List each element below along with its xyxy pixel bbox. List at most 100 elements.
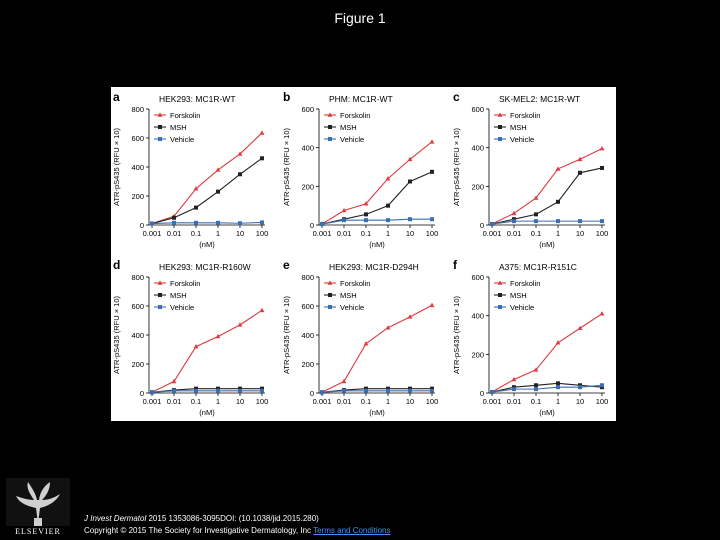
legend-label: MSH xyxy=(510,123,527,132)
legend-label: MSH xyxy=(170,123,187,132)
y-tick-label: 200 xyxy=(131,360,144,369)
series-line-msh xyxy=(491,382,603,393)
journal-name: J Invest Dermatol xyxy=(84,514,147,523)
data-point-msh xyxy=(238,172,242,177)
legend-marker xyxy=(158,305,162,309)
citation-line: J Invest Dermatol 2015 1353086-3095DOI: … xyxy=(84,513,391,525)
data-point-msh xyxy=(430,386,434,391)
data-point-vehicle xyxy=(386,388,390,393)
x-tick-label: 0.01 xyxy=(337,229,352,238)
data-point-vehicle xyxy=(600,219,604,224)
y-tick-label: 400 xyxy=(301,144,314,153)
data-point-vehicle xyxy=(430,217,434,222)
panel-title: SK-MEL2: MC1R-WT xyxy=(499,94,580,104)
data-point-msh xyxy=(556,381,560,386)
data-point-msh xyxy=(216,189,220,194)
series-line-vehicle xyxy=(321,390,432,393)
data-point-vehicle xyxy=(238,221,242,226)
x-tick-label: 0.001 xyxy=(313,397,332,406)
legend-marker xyxy=(328,293,332,297)
panel-letter: a xyxy=(113,90,120,104)
data-point-vehicle xyxy=(534,387,538,392)
x-tick-label: 100 xyxy=(596,229,609,238)
data-point-msh xyxy=(260,156,264,161)
y-tick-label: 400 xyxy=(131,163,144,172)
y-tick-label: 600 xyxy=(301,105,314,114)
data-point-vehicle xyxy=(556,219,560,224)
data-point-forskolin xyxy=(577,156,583,162)
series-line-forskolin xyxy=(321,304,433,393)
y-tick-label: 600 xyxy=(131,302,144,311)
data-point-vehicle xyxy=(364,218,368,223)
series-line-forskolin xyxy=(491,148,603,225)
data-point-vehicle xyxy=(342,388,346,393)
panel-letter: d xyxy=(113,258,120,272)
data-point-forskolin xyxy=(171,378,177,384)
legend-label: Forskolin xyxy=(510,111,540,120)
data-point-vehicle xyxy=(194,220,198,225)
x-tick-label: 0.001 xyxy=(143,397,162,406)
terms-link[interactable]: Terms and Conditions xyxy=(313,526,391,535)
data-point-vehicle xyxy=(320,390,324,395)
data-point-forskolin xyxy=(429,139,435,144)
legend-label: Vehicle xyxy=(510,135,534,144)
data-point-vehicle xyxy=(216,220,220,225)
data-point-vehicle xyxy=(238,388,242,393)
data-point-forskolin xyxy=(259,307,265,313)
figure-panels: a HEK293: MC1R-WT 0 200 400 600 800 0.001 0.01 0.… xyxy=(111,87,616,421)
legend-marker xyxy=(158,125,162,129)
data-point-forskolin xyxy=(237,151,243,156)
y-tick-label: 200 xyxy=(131,192,144,201)
y-tick-label: 200 xyxy=(301,360,314,369)
data-point-vehicle xyxy=(512,219,516,224)
data-point-forskolin xyxy=(555,340,561,345)
x-axis-label: (nM) xyxy=(539,240,555,249)
data-point-msh xyxy=(408,179,412,184)
legend-label: MSH xyxy=(510,291,527,300)
data-point-msh xyxy=(534,212,538,217)
series-line-forskolin xyxy=(151,132,263,225)
x-tick-label: 0.1 xyxy=(191,397,201,406)
data-point-msh xyxy=(386,386,390,391)
data-point-forskolin xyxy=(599,146,605,151)
y-tick-label: 200 xyxy=(471,182,484,191)
data-point-vehicle xyxy=(364,388,368,393)
data-point-forskolin xyxy=(385,325,391,330)
series-line-msh xyxy=(321,388,432,393)
x-tick-label: 0.01 xyxy=(167,397,182,406)
data-point-forskolin xyxy=(341,207,347,213)
y-axis-label: ATR-pS435 (RFU × 10) xyxy=(112,127,121,206)
slide-title: Figure 1 xyxy=(334,10,386,26)
x-tick-label: 100 xyxy=(596,397,609,406)
x-tick-label: 10 xyxy=(576,229,584,238)
x-tick-label: 0.1 xyxy=(531,229,541,238)
legend-label: Forskolin xyxy=(170,111,200,120)
data-point-vehicle xyxy=(150,221,154,226)
copyright-line: Copyright © 2015 The Society for Investi… xyxy=(84,525,391,537)
x-tick-label: 0.01 xyxy=(337,397,352,406)
x-tick-label: 1 xyxy=(556,229,560,238)
elsevier-wordmark: ELSEVIER xyxy=(15,527,61,536)
panel-c: c SK-MEL2: MC1R-WT 0 200 400 600 0.001 0.01 0.1 1… xyxy=(452,90,608,249)
y-axis-label: ATR-pS435 (RFU × 10) xyxy=(112,295,121,374)
data-point-msh xyxy=(216,386,220,391)
data-point-msh xyxy=(386,203,390,208)
data-point-vehicle xyxy=(490,222,494,227)
data-point-vehicle xyxy=(600,383,604,388)
y-axis-label: ATR-pS435 (RFU × 10) xyxy=(282,127,291,206)
series-line-msh xyxy=(321,171,433,225)
y-tick-label: 400 xyxy=(301,331,314,340)
x-tick-label: 0.001 xyxy=(483,397,502,406)
data-point-vehicle xyxy=(490,390,494,395)
data-point-forskolin xyxy=(511,210,517,216)
series-line-forskolin xyxy=(491,313,603,393)
legend-marker xyxy=(327,280,333,285)
y-tick-label: 800 xyxy=(301,273,314,282)
legend-label: MSH xyxy=(340,291,357,300)
legend-marker xyxy=(327,112,333,117)
data-point-forskolin xyxy=(363,201,369,206)
x-tick-label: 100 xyxy=(256,229,269,238)
data-point-vehicle xyxy=(408,388,412,393)
x-tick-label: 100 xyxy=(256,397,269,406)
legend-marker xyxy=(328,125,332,129)
